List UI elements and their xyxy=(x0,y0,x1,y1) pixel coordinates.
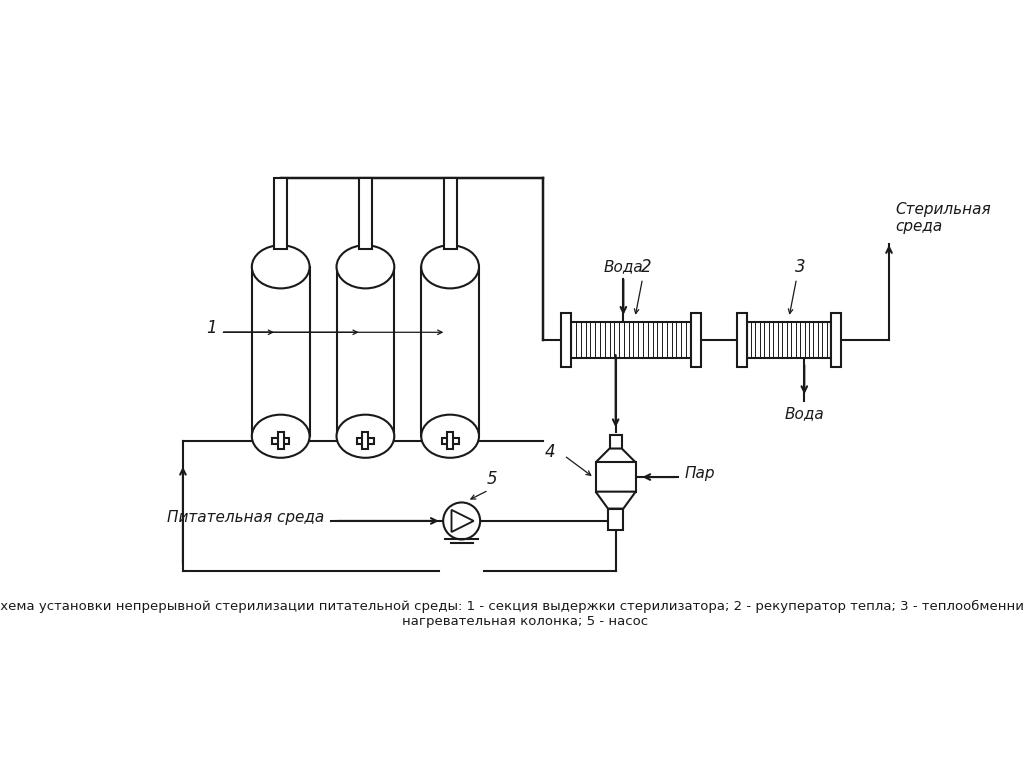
Bar xyxy=(608,509,624,530)
Ellipse shape xyxy=(337,415,394,458)
Text: Схема установки непрерывной стерилизации питательной среды: 1 - секция выдержки : Схема установки непрерывной стерилизации… xyxy=(0,600,1024,628)
Bar xyxy=(274,178,288,249)
Circle shape xyxy=(443,502,480,539)
Text: 1: 1 xyxy=(206,319,217,337)
Text: 4: 4 xyxy=(545,443,556,461)
Ellipse shape xyxy=(252,245,309,288)
Bar xyxy=(338,265,393,269)
Bar xyxy=(253,434,308,439)
Bar xyxy=(357,438,374,444)
Text: Вода: Вода xyxy=(603,258,643,274)
Ellipse shape xyxy=(421,415,479,458)
Bar xyxy=(278,433,284,449)
Bar xyxy=(362,433,369,449)
Polygon shape xyxy=(596,449,636,463)
Bar xyxy=(831,313,842,367)
Text: 3: 3 xyxy=(796,258,806,276)
Polygon shape xyxy=(452,510,474,532)
Bar xyxy=(338,434,393,439)
Bar xyxy=(272,438,289,444)
Bar xyxy=(561,313,571,367)
Bar xyxy=(447,433,453,449)
Bar xyxy=(571,321,691,358)
Ellipse shape xyxy=(252,415,309,458)
Text: 5: 5 xyxy=(487,469,498,488)
Text: Вода: Вода xyxy=(784,407,824,421)
Ellipse shape xyxy=(337,245,394,288)
Bar xyxy=(443,178,457,249)
Bar xyxy=(423,265,477,269)
Polygon shape xyxy=(596,492,636,509)
Bar xyxy=(423,434,477,439)
Text: Питательная среда: Питательная среда xyxy=(167,509,325,525)
Bar xyxy=(609,435,622,449)
Text: Пар: Пар xyxy=(684,466,715,482)
Text: Стерильная
среда: Стерильная среда xyxy=(895,202,991,235)
Text: 2: 2 xyxy=(641,258,651,276)
Bar xyxy=(252,267,309,436)
Ellipse shape xyxy=(421,245,479,288)
Bar xyxy=(337,267,394,436)
Bar xyxy=(746,321,831,358)
Bar xyxy=(596,463,636,492)
Bar xyxy=(358,178,372,249)
Bar xyxy=(441,438,459,444)
Bar xyxy=(736,313,746,367)
Bar xyxy=(691,313,700,367)
Bar xyxy=(253,265,308,269)
Bar xyxy=(421,267,479,436)
